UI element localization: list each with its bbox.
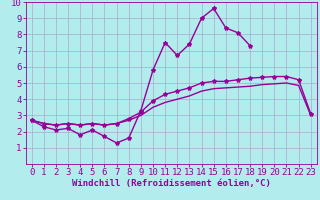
X-axis label: Windchill (Refroidissement éolien,°C): Windchill (Refroidissement éolien,°C) — [72, 179, 271, 188]
